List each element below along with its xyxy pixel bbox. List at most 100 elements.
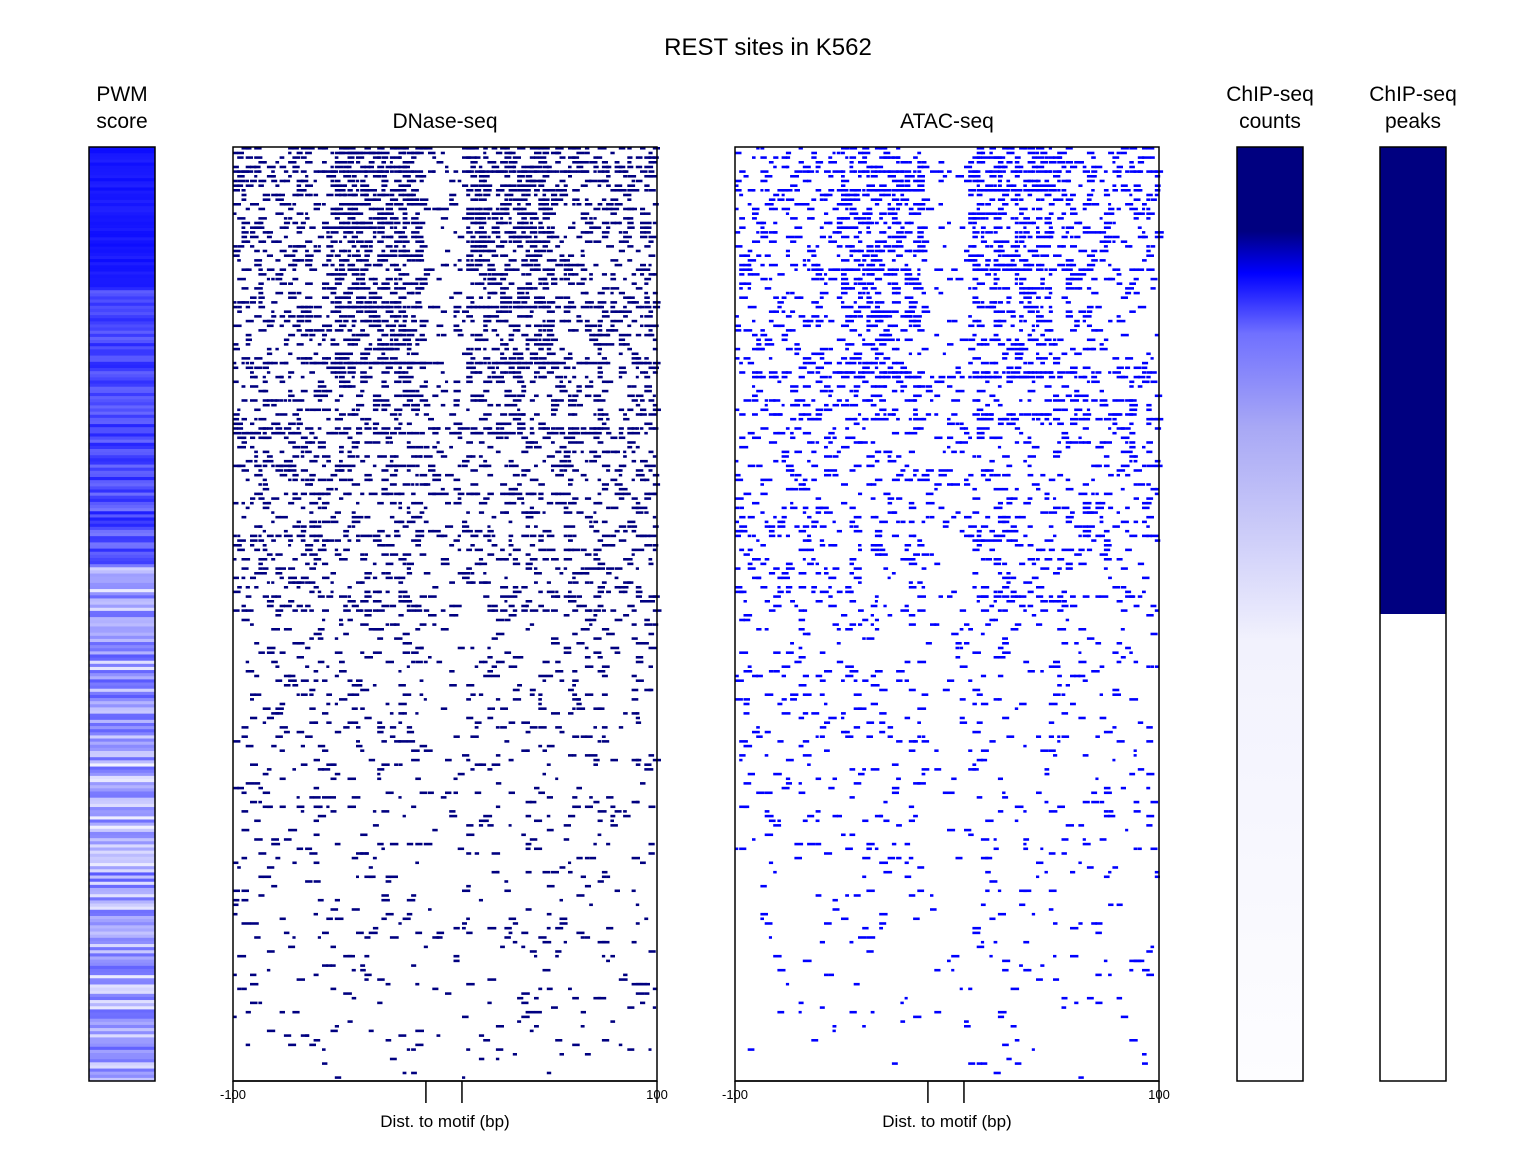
pwm-score-row bbox=[89, 436, 155, 441]
pwm-score-row bbox=[89, 181, 155, 185]
pwm-score-row bbox=[89, 934, 155, 939]
pwm-score-row bbox=[89, 427, 155, 431]
pwm-score-row bbox=[89, 838, 155, 842]
chart-title: REST sites in K562 bbox=[664, 34, 872, 61]
pwm-score-row bbox=[89, 959, 155, 964]
pwm-score-row bbox=[89, 607, 155, 612]
dnase-xlabel: Dist. to motif (bp) bbox=[380, 1112, 510, 1131]
pwm-score-row bbox=[89, 293, 155, 298]
pwm-score-row bbox=[89, 358, 155, 363]
pwm-score-row bbox=[89, 775, 155, 780]
pwm-score-row bbox=[89, 399, 155, 403]
pwm-score-row bbox=[89, 912, 155, 917]
pwm-score-row bbox=[89, 402, 155, 406]
pwm-score-row bbox=[89, 754, 155, 758]
pwm-score-row bbox=[89, 265, 155, 270]
pwm-score-row bbox=[89, 844, 155, 849]
pwm-score-row bbox=[89, 903, 155, 908]
pwm-score-row bbox=[89, 458, 155, 463]
pwm-score-row bbox=[89, 831, 155, 836]
pwm-score-row bbox=[89, 442, 155, 447]
pwm-score-row bbox=[89, 853, 155, 858]
pwm-score-row bbox=[89, 919, 155, 923]
pwm-score-row bbox=[89, 330, 155, 335]
pwm-panel-frame bbox=[88, 146, 156, 1082]
pwm-score-row bbox=[89, 909, 155, 914]
pwm-score-row bbox=[89, 165, 155, 170]
pwm-score-row bbox=[89, 1018, 155, 1023]
pwm-score-row bbox=[89, 533, 155, 537]
chip-counts-title-line1: ChIP-seq bbox=[1226, 83, 1314, 106]
pwm-score-row bbox=[89, 1074, 155, 1079]
pwm-score-row bbox=[89, 405, 155, 410]
pwm-score-row bbox=[89, 368, 155, 372]
pwm-score-row bbox=[89, 975, 155, 979]
pwm-score-row bbox=[89, 654, 155, 659]
chip-peaks-frame bbox=[1379, 146, 1447, 1082]
atac-tick-label-min: -100 bbox=[721, 1087, 749, 1102]
pwm-score-row bbox=[89, 735, 155, 740]
pwm-score-row bbox=[89, 1068, 155, 1073]
pwm-score-row bbox=[89, 492, 155, 497]
pwm-score-row bbox=[89, 816, 155, 821]
pwm-score-row bbox=[89, 495, 155, 500]
dnase-tick-label-max: 100 bbox=[646, 1087, 668, 1102]
pwm-score-row bbox=[89, 536, 155, 540]
pwm-score-row bbox=[89, 445, 155, 450]
pwm-score-row bbox=[89, 891, 155, 895]
pwm-score-row bbox=[89, 1043, 155, 1048]
pwm-score-row bbox=[89, 878, 155, 883]
pwm-score-row bbox=[89, 517, 155, 522]
pwm-score-row bbox=[89, 1046, 155, 1051]
chip-peaks-title-line2: peaks bbox=[1384, 110, 1442, 133]
pwm-score-row bbox=[89, 956, 155, 961]
pwm-score-row bbox=[89, 343, 155, 347]
pwm-score-row bbox=[89, 666, 155, 671]
pwm-score-row bbox=[89, 505, 155, 509]
pwm-score-row bbox=[89, 389, 155, 394]
pwm-score-row bbox=[89, 411, 155, 416]
pwm-score-row bbox=[89, 420, 155, 425]
pwm-score-row bbox=[89, 617, 155, 621]
pwm-score-row bbox=[89, 996, 155, 1001]
pwm-score-row bbox=[89, 598, 155, 603]
pwm-score-row bbox=[89, 595, 155, 600]
pwm-score-row bbox=[89, 651, 155, 656]
pwm-score-row bbox=[89, 1062, 155, 1067]
pwm-score-row bbox=[89, 277, 155, 282]
pwm-score-row bbox=[89, 439, 155, 444]
pwm-score-row bbox=[89, 1015, 155, 1020]
pwm-score-row bbox=[89, 660, 155, 665]
pwm-score-row bbox=[89, 623, 155, 628]
pwm-score-row bbox=[89, 340, 155, 344]
pwm-score-row bbox=[89, 526, 155, 531]
pwm-score-row bbox=[89, 371, 155, 375]
pwm-score-row bbox=[89, 1003, 155, 1007]
pwm-score-row bbox=[89, 346, 155, 350]
pwm-score-row bbox=[89, 950, 155, 954]
pwm-score-row bbox=[89, 327, 155, 332]
pwm-score-row bbox=[89, 614, 155, 618]
atac-title: ATAC-seq bbox=[900, 110, 994, 133]
pwm-score-row bbox=[89, 1012, 155, 1017]
pwm-score-row bbox=[89, 374, 155, 378]
pwm-score-row bbox=[89, 212, 155, 217]
pwm-score-row bbox=[89, 255, 155, 260]
atac-xlabel: Dist. to motif (bp) bbox=[882, 1112, 1012, 1131]
pwm-score-row bbox=[89, 206, 155, 210]
pwm-score-row bbox=[89, 835, 155, 839]
pwm-score-row bbox=[89, 1049, 155, 1054]
pwm-score-row bbox=[89, 215, 155, 220]
pwm-score-row bbox=[89, 691, 155, 696]
pwm-score-row bbox=[89, 707, 155, 712]
pwm-score-row bbox=[89, 361, 155, 366]
pwm-score-row bbox=[89, 467, 155, 472]
pwm-score-row bbox=[89, 430, 155, 435]
pwm-score-row bbox=[89, 473, 155, 478]
pwm-score-row bbox=[89, 744, 155, 749]
pwm-score-row bbox=[89, 635, 155, 640]
pwm-score-row bbox=[89, 218, 155, 223]
pwm-score-row bbox=[89, 461, 155, 466]
pwm-score-row bbox=[89, 726, 155, 730]
